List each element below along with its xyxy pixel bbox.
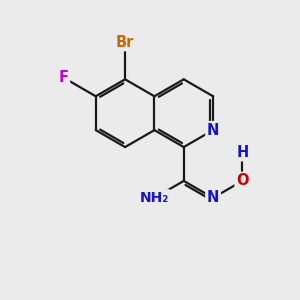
Text: F: F bbox=[58, 70, 68, 85]
Text: NH₂: NH₂ bbox=[140, 191, 169, 205]
Text: N: N bbox=[207, 190, 219, 205]
Text: N: N bbox=[207, 123, 219, 138]
Text: O: O bbox=[236, 173, 249, 188]
Text: H: H bbox=[236, 145, 248, 160]
Text: Br: Br bbox=[116, 34, 134, 50]
